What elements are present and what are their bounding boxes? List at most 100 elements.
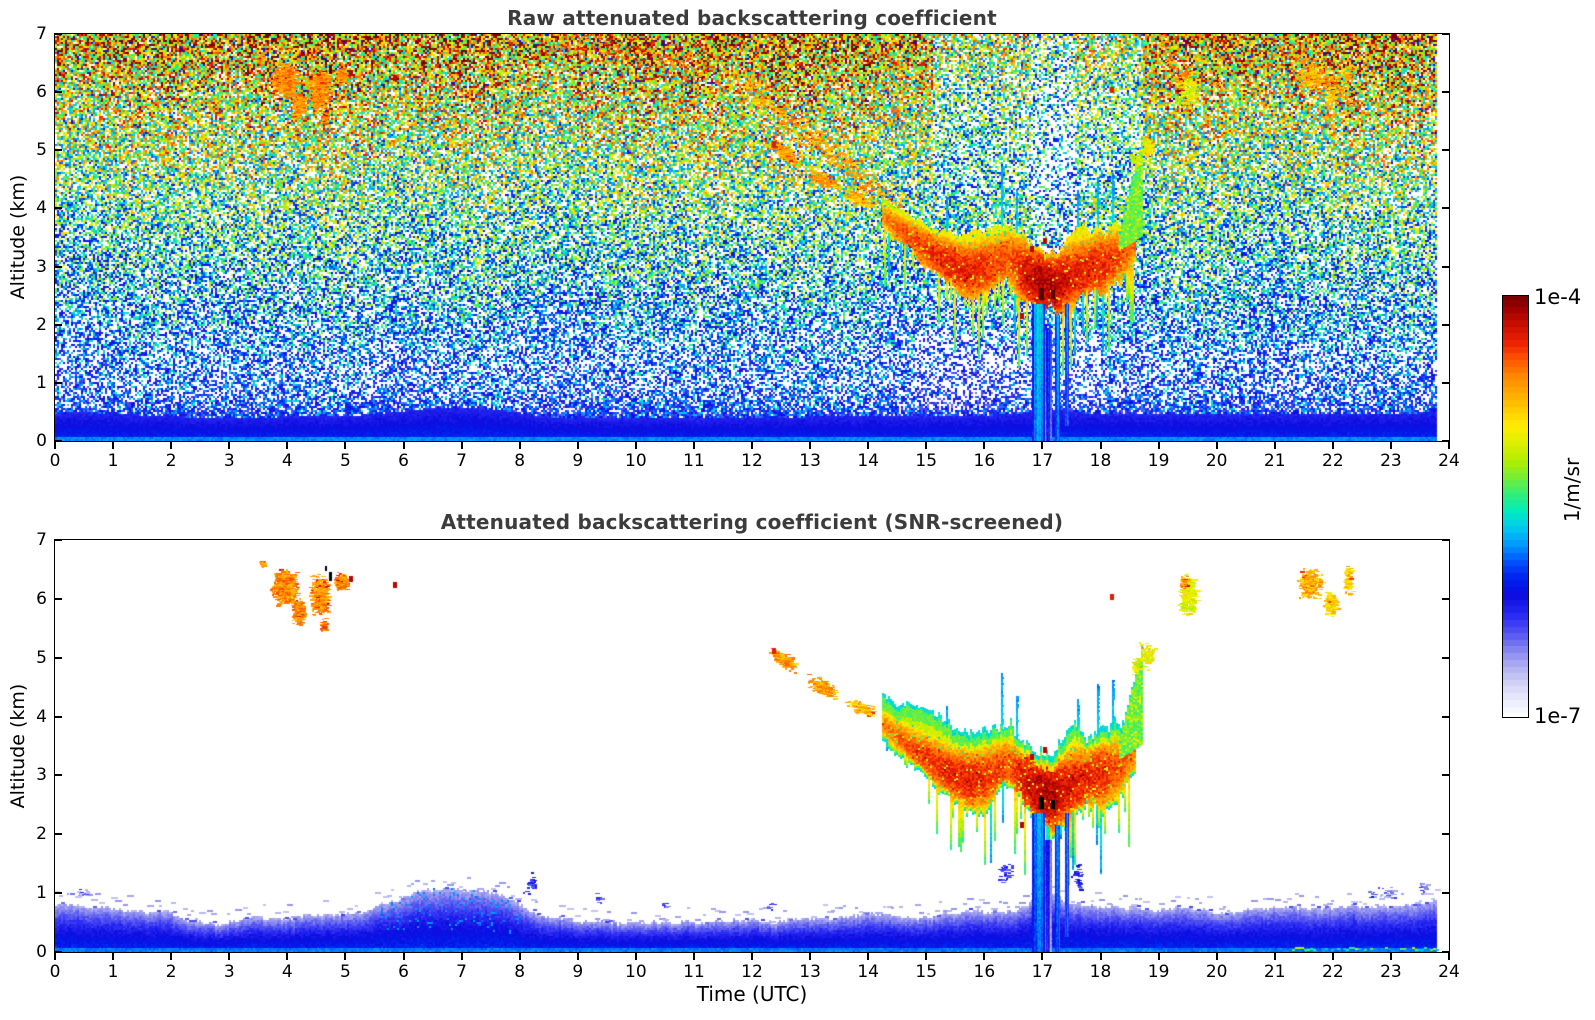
y-tick-label: 5 bbox=[36, 647, 47, 668]
y-tick-label: 6 bbox=[36, 588, 47, 609]
y-tick-label: 0 bbox=[36, 431, 47, 451]
x-tick-label: 10 bbox=[625, 451, 647, 471]
x-tick bbox=[634, 953, 637, 960]
panel2-title: Attenuated backscattering coefficient (S… bbox=[440, 510, 1064, 534]
y-tick-right bbox=[1442, 951, 1449, 953]
y-tick-label: 2 bbox=[36, 314, 47, 335]
x-tick bbox=[867, 953, 870, 960]
x-tick bbox=[634, 442, 637, 449]
x-tick-label: 17 bbox=[1031, 962, 1054, 982]
y-tick-label: 2 bbox=[36, 824, 47, 845]
y-tick-right bbox=[1442, 265, 1449, 268]
y-tick bbox=[55, 597, 62, 600]
x-tick-label: 17 bbox=[1031, 451, 1054, 471]
panel2-plot-area bbox=[54, 539, 1450, 953]
x-tick-label: 14 bbox=[857, 962, 879, 982]
y-tick bbox=[55, 833, 62, 836]
y-tick bbox=[55, 774, 62, 777]
y-tick bbox=[55, 892, 62, 895]
x-tick-label: 8 bbox=[514, 962, 526, 982]
y-tick-right bbox=[1442, 381, 1449, 384]
x-tick bbox=[692, 953, 695, 960]
x-tick bbox=[1273, 953, 1276, 960]
x-tick-label: 0 bbox=[49, 962, 61, 982]
x-tick bbox=[1215, 442, 1218, 449]
x-tick bbox=[170, 953, 173, 960]
x-tick bbox=[983, 442, 986, 449]
y-tick bbox=[55, 381, 62, 384]
x-tick-label: 3 bbox=[223, 962, 235, 982]
y-tick bbox=[55, 715, 62, 718]
y-tick-label: 3 bbox=[36, 765, 47, 786]
x-tick-label: 22 bbox=[1322, 962, 1344, 982]
y-tick-label: 4 bbox=[36, 706, 47, 727]
y-tick-label: 4 bbox=[36, 198, 47, 219]
x-tick-label: 11 bbox=[683, 962, 705, 982]
x-tick-label: 1 bbox=[107, 962, 119, 982]
y-tick bbox=[55, 265, 62, 268]
x-tick-label: 24 bbox=[1438, 962, 1460, 982]
x-tick bbox=[402, 953, 405, 960]
y-tick-label: 0 bbox=[36, 942, 47, 962]
y-tick-right bbox=[1442, 440, 1449, 442]
panel1-plot-area bbox=[54, 33, 1450, 442]
x-tick bbox=[402, 442, 405, 449]
x-tick-label: 4 bbox=[281, 451, 293, 471]
screened-heatmap-canvas bbox=[55, 540, 1449, 952]
x-tick-label: 18 bbox=[1089, 962, 1112, 982]
x-tick bbox=[112, 442, 115, 449]
x-tick-label: 16 bbox=[973, 962, 996, 982]
y-tick bbox=[55, 33, 62, 35]
x-tick-label: 9 bbox=[572, 451, 584, 471]
x-tick bbox=[925, 953, 928, 960]
x-tick-label: 19 bbox=[1147, 962, 1170, 982]
x-tick bbox=[112, 953, 115, 960]
y-tick-label: 5 bbox=[36, 140, 47, 161]
x-tick bbox=[54, 953, 56, 960]
x-tick-label: 0 bbox=[49, 451, 61, 471]
x-tick bbox=[1215, 953, 1218, 960]
x-tick-label: 22 bbox=[1322, 451, 1344, 471]
y-tick-right bbox=[1442, 207, 1449, 210]
y-tick-label: 3 bbox=[36, 256, 47, 277]
y-tick-label: 1 bbox=[36, 372, 47, 393]
y-tick-right bbox=[1442, 715, 1449, 718]
x-tick-label: 16 bbox=[973, 451, 996, 471]
y-tick bbox=[55, 323, 62, 326]
x-tick-label: 1 bbox=[107, 451, 119, 471]
x-tick bbox=[692, 442, 695, 449]
x-tick-label: 19 bbox=[1147, 451, 1170, 471]
x-tick bbox=[1331, 442, 1334, 449]
x-tick-label: 8 bbox=[514, 451, 526, 471]
x-tick-label: 21 bbox=[1263, 451, 1286, 471]
x-tick bbox=[170, 442, 173, 449]
x-tick bbox=[228, 442, 231, 449]
y-tick-right bbox=[1442, 597, 1449, 600]
y-tick-label: 7 bbox=[36, 530, 47, 550]
y-tick-label: 6 bbox=[36, 82, 47, 103]
y-tick bbox=[55, 207, 62, 210]
x-tick bbox=[576, 442, 579, 449]
x-tick bbox=[460, 953, 463, 960]
colorbar-min-label: 1e-7 bbox=[1534, 704, 1582, 728]
x-tick bbox=[751, 442, 753, 449]
y-tick-label: 7 bbox=[36, 24, 47, 44]
x-axis-label: Time (UTC) bbox=[696, 982, 808, 1006]
x-tick bbox=[1041, 442, 1044, 449]
panel1-title: Raw attenuated backscattering coefficien… bbox=[507, 6, 997, 30]
x-tick-label: 5 bbox=[339, 451, 351, 471]
x-tick-label: 3 bbox=[223, 451, 235, 471]
x-tick bbox=[344, 953, 347, 960]
x-tick bbox=[809, 953, 812, 960]
colorbar bbox=[1502, 295, 1529, 718]
y-tick bbox=[55, 539, 62, 541]
x-tick bbox=[1448, 953, 1450, 960]
x-tick bbox=[1099, 442, 1102, 449]
x-tick bbox=[518, 442, 521, 449]
y-tick-right bbox=[1442, 539, 1449, 541]
x-tick-label: 20 bbox=[1205, 451, 1228, 471]
raw-heatmap-canvas bbox=[55, 34, 1449, 441]
x-tick bbox=[518, 953, 521, 960]
x-tick bbox=[1041, 953, 1044, 960]
